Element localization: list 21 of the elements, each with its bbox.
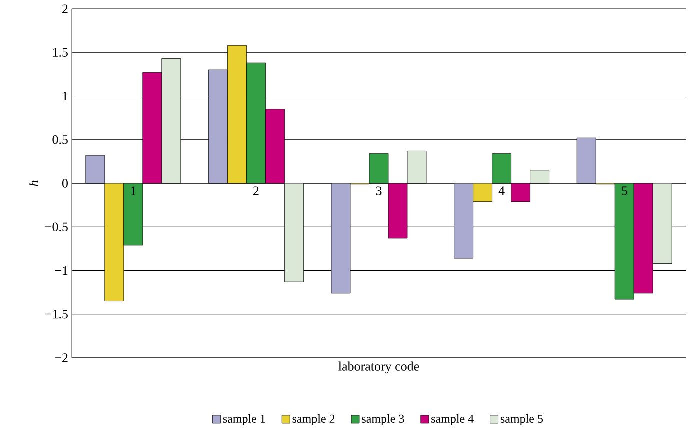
x-tick-label: 4 <box>498 186 505 196</box>
y-tick-label: 2 <box>62 4 68 14</box>
x-axis-title: laboratory code <box>338 362 420 374</box>
legend-label: sample 4 <box>432 414 474 426</box>
x-tick-label: 1 <box>131 186 136 196</box>
y-tick-label: −2 <box>55 354 68 362</box>
y-tick-label: −0.5 <box>46 222 68 232</box>
y-axis-title: h <box>29 180 38 186</box>
y-tick-label: −1.5 <box>46 310 68 319</box>
y-tick-label: 0 <box>62 178 68 188</box>
x-tick-label: 3 <box>376 186 382 196</box>
y-tick-label: 0.5 <box>52 135 68 144</box>
legend-label: sample 5 <box>500 414 544 426</box>
y-tick-label: 1 <box>63 92 68 100</box>
y-tick-label: 1.5 <box>53 48 68 57</box>
x-tick-label: 2 <box>254 186 259 196</box>
legend-label: sample 3 <box>362 414 404 426</box>
legend-label: sample 1 <box>223 414 266 426</box>
legend-label: sample 2 <box>292 414 335 426</box>
y-tick-label: −1 <box>55 266 68 275</box>
x-tick-label: 5 <box>622 186 628 196</box>
